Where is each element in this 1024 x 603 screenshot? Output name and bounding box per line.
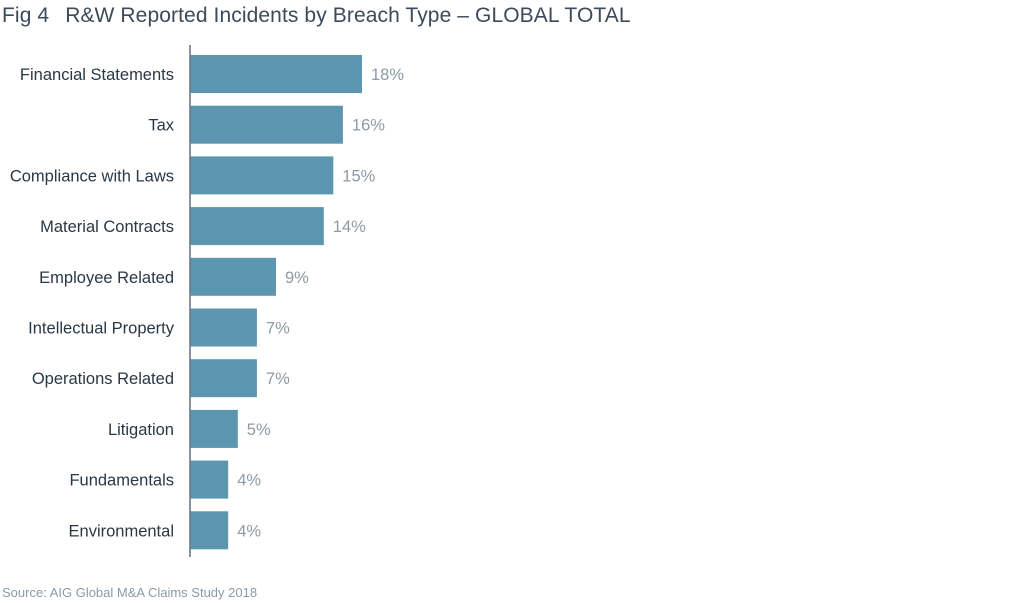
category-label: Compliance with Laws (10, 167, 174, 185)
category-label: Tax (148, 117, 174, 135)
category-label: Material Contracts (40, 218, 174, 236)
category-label: Litigation (108, 421, 174, 439)
value-label: 14% (333, 218, 366, 236)
value-label: 7% (266, 370, 290, 388)
category-label: Operations Related (32, 370, 174, 388)
bar-material-contracts (190, 207, 324, 246)
value-label: 5% (247, 421, 271, 439)
bar-operations-related (190, 359, 257, 398)
bar-financial-statements (190, 55, 362, 93)
category-label: Environmental (69, 522, 174, 540)
bar-employee-related (190, 257, 276, 296)
chart-title-text: R&W Reported Incidents by Breach Type – … (65, 4, 631, 27)
bar-tax (190, 105, 343, 144)
bar-intellectual-property (190, 308, 257, 347)
value-label: 16% (352, 117, 385, 135)
bar-litigation (190, 409, 238, 448)
value-label: 18% (371, 66, 404, 84)
value-label: 7% (266, 320, 290, 338)
value-label: 15% (342, 167, 375, 185)
chart-title: Fig 4 R&W Reported Incidents by Breach Ty… (2, 4, 631, 28)
value-label: 4% (237, 472, 261, 490)
value-labels: 18% 16% 15% 14% 9% 7% 7% 5% 4% 4% (237, 66, 404, 540)
category-label: Financial Statements (20, 66, 174, 84)
source-note: Source: AIG Global M&A Claims Study 2018 (2, 585, 258, 600)
bars-layer (190, 55, 362, 550)
value-label: 9% (285, 269, 309, 287)
value-label: 4% (237, 522, 261, 540)
bar-compliance-with-laws (190, 156, 334, 195)
category-label: Intellectual Property (28, 320, 175, 338)
category-labels: Financial Statements Tax Compliance with L… (10, 66, 175, 540)
bar-fundamentals (190, 460, 229, 499)
category-label: Fundamentals (69, 472, 174, 490)
figure-number: Fig 4 (2, 4, 50, 27)
bar-environmental (190, 511, 229, 550)
category-label: Employee Related (39, 269, 174, 287)
